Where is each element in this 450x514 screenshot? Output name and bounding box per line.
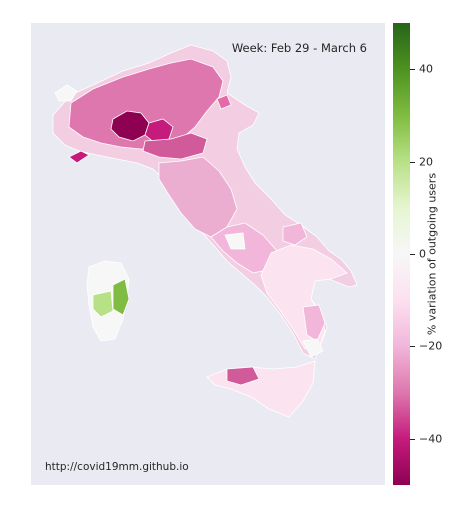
map-title: Week: Feb 29 - March 6 [231,41,367,55]
region-sardinia-mid [92,290,114,318]
colorbar [393,23,410,485]
colorbar-tick-label: 40 [419,62,433,76]
colorbar-title: % variation of outgoing users [425,172,439,336]
italy-choropleth [52,44,358,418]
region-sicily [206,360,316,418]
region-liguria [68,150,90,164]
region-islet [302,338,324,358]
region-south-pale [224,232,246,250]
colorbar-tick-label: −20 [419,339,443,353]
colorbar-tick-label: 20 [419,155,433,169]
colorbar-tick-mark [410,161,415,163]
colorbar-tick-mark [410,69,415,71]
colorbar-tick-label: −40 [419,432,443,446]
region-emilia [142,132,208,160]
region-venice [216,94,232,110]
region-puglia [282,222,308,246]
region-north [68,58,224,150]
colorbar-tick-label: 0 [419,247,426,261]
colorbar-tick-mark [410,438,415,440]
map-panel: Week: Feb 29 - March 6 http://covid19mm.… [31,23,385,485]
colorbar-tick-mark [410,346,415,348]
region-piedmont-pale [54,84,78,102]
map-source-url: http://covid19mm.github.io [45,461,189,473]
region-sicily-west [226,366,260,386]
colorbar-gradient [393,23,410,485]
region-calabria [302,304,326,342]
region-sardinia-east [112,278,130,316]
colorbar-tick-mark [410,254,415,255]
